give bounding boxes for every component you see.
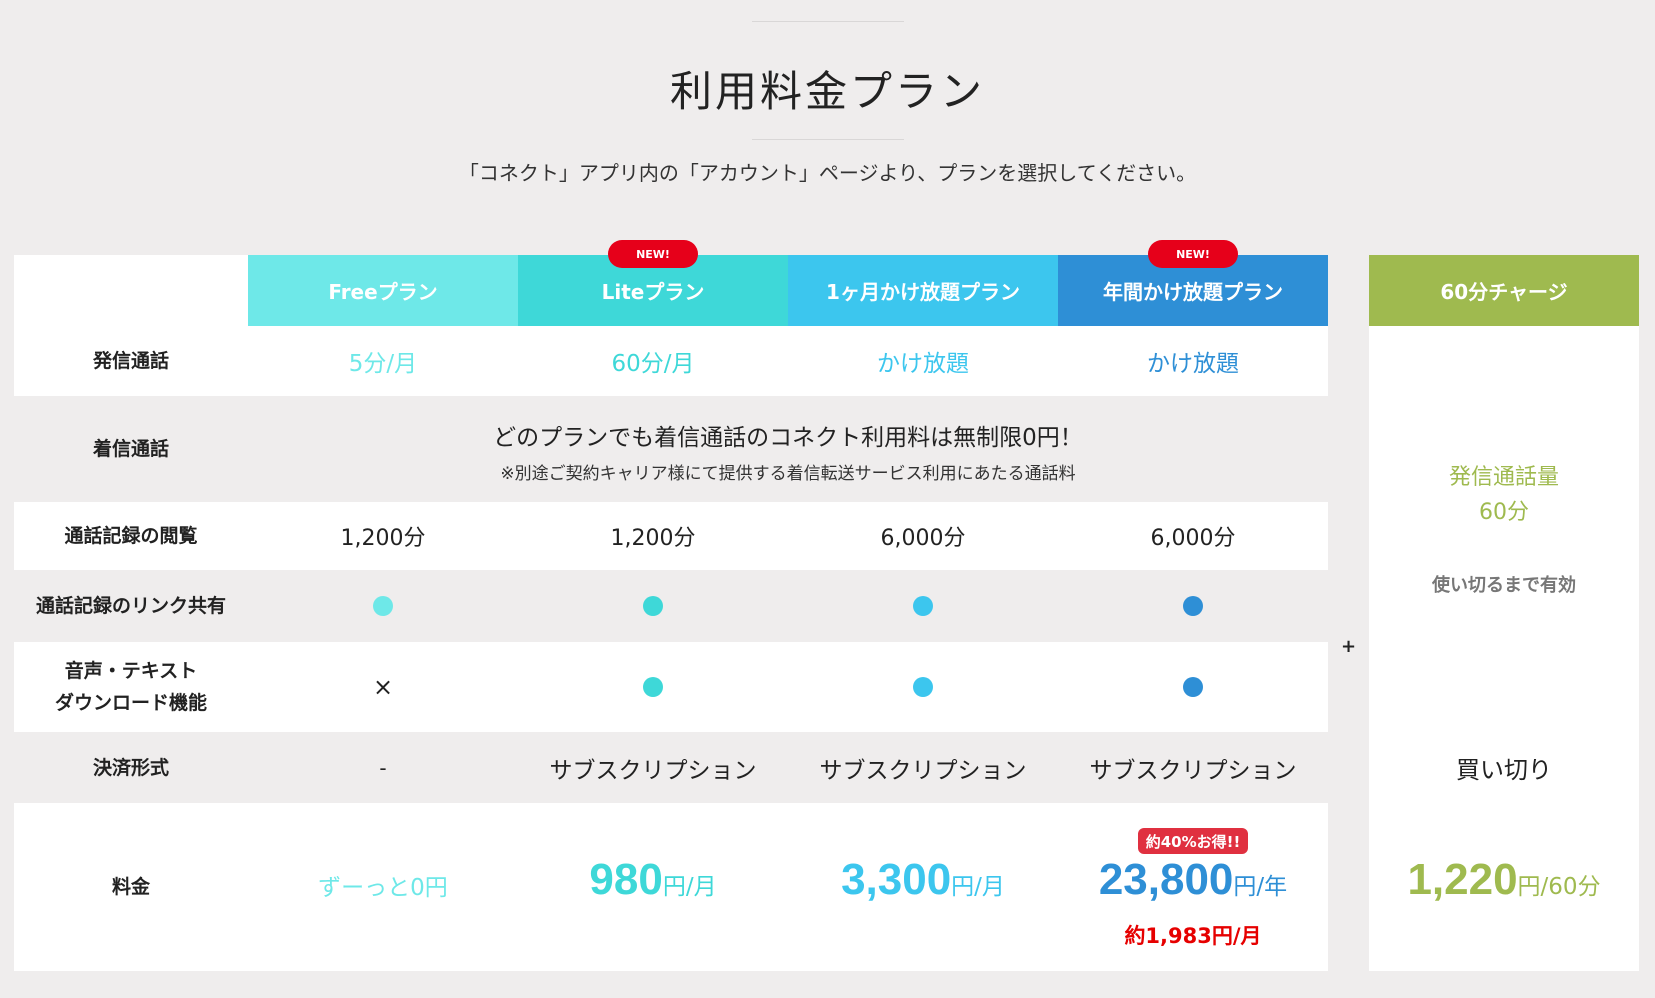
charge-validity: 使い切るまで有効: [1432, 575, 1576, 596]
charge-price: 1,220 円/60分: [1369, 855, 1639, 915]
price-monthly-amount: 3,300: [841, 855, 952, 904]
available-dot: [643, 596, 663, 616]
history-monthly: 6,000分: [880, 526, 966, 551]
row-label-payment: 決済形式: [92, 756, 169, 779]
download-annual: [1058, 642, 1328, 732]
plan-name-lite: Liteプラン: [601, 280, 705, 304]
price-annual: 23,800 円/年: [1058, 855, 1328, 915]
row-label-incoming: 着信通話: [92, 438, 169, 460]
price-annual-unit: 円/年: [1233, 874, 1288, 900]
plan-header-monthly: 1ヶ月かけ放題プラン: [788, 255, 1058, 326]
incoming-note: ※別途ご契約キャリア様にて提供する着信転送サービス利用にあたる通話料: [500, 464, 1076, 484]
title-bottom-rule: [752, 139, 904, 140]
available-dot: [373, 596, 393, 616]
price-monthly: 3,300 円/月: [788, 855, 1058, 915]
available-dot: [1183, 677, 1203, 697]
new-badge-annual: NEW!: [1148, 240, 1238, 268]
charge-volume-value: 60分: [1479, 500, 1529, 525]
row-bg-history: [14, 502, 1328, 570]
charge-price-unit: 円/60分: [1517, 874, 1601, 900]
charge-payment: 買い切り: [1456, 755, 1552, 784]
link-share-monthly: [788, 570, 1058, 642]
outgoing-monthly: かけ放題: [877, 351, 969, 377]
row-label-price: 料金: [111, 876, 150, 898]
plan-name-monthly: 1ヶ月かけ放題プラン: [826, 280, 1020, 304]
payment-annual: サブスクリプション: [1089, 757, 1297, 784]
title-top-rule: [752, 21, 904, 22]
charge-volume-label: 発信通話量: [1448, 465, 1559, 490]
new-badge-lite: NEW!: [608, 240, 698, 268]
row-label-download: 音声・テキスト ダウンロード機能: [14, 642, 248, 732]
price-monthly-unit: 円/月: [951, 874, 1005, 900]
history-lite: 1,200分: [610, 526, 696, 551]
history-free: 1,200分: [340, 526, 426, 551]
link-share-lite: [518, 570, 788, 642]
outgoing-free: 5分/月: [348, 351, 418, 377]
plan-name-annual: 年間かけ放題プラン: [1103, 280, 1283, 304]
row-label-link-share: 通話記録のリンク共有: [35, 595, 226, 617]
plan-header-free: Freeプラン: [248, 255, 518, 326]
incoming-main: どのプランでも着信通話のコネクト利用料は無制限0円！: [493, 425, 1083, 451]
price-annual-amount: 23,800: [1098, 855, 1234, 904]
outgoing-lite: 60分/月: [611, 351, 695, 377]
plan-header-annual: 年間かけ放題プラン: [1058, 255, 1328, 326]
available-dot: [913, 677, 933, 697]
download-lite: [518, 642, 788, 732]
charge-price-amount: 1,220: [1407, 855, 1518, 904]
payment-free: -: [379, 755, 387, 780]
available-dot: [1183, 596, 1203, 616]
link-share-annual: [1058, 570, 1328, 642]
price-free: ずーっと0円: [318, 875, 448, 901]
charge-volume: 発信通話量 60分: [1369, 455, 1639, 535]
history-annual: 6,000分: [1150, 526, 1236, 551]
row-label-outgoing: 発信通話: [92, 350, 169, 372]
download-monthly: [788, 642, 1058, 732]
download-label-line2: ダウンロード機能: [54, 692, 207, 714]
available-dot: [913, 596, 933, 616]
row-bg-price: [14, 803, 1328, 971]
plan-name-free: Freeプラン: [328, 280, 438, 304]
discount-badge: 約40%お得!!: [1138, 828, 1248, 854]
price-lite: 980 円/月: [518, 855, 788, 915]
price-lite-unit: 円/月: [662, 874, 717, 900]
row-label-history: 通話記録の閲覧: [64, 525, 198, 547]
plus-sign: +: [1341, 636, 1357, 657]
download-label-line1: 音声・テキスト: [64, 660, 198, 682]
outgoing-annual: かけ放題: [1147, 351, 1239, 377]
row-bg-outgoing: [14, 326, 1328, 396]
payment-lite: サブスクリプション: [549, 757, 757, 784]
plan-header-charge: 60分チャージ: [1369, 255, 1639, 326]
charge-column-bg: [1369, 255, 1639, 971]
page-subtitle: 「コネクト」アプリ内の「アカウント」ページより、プランを選択してください。: [458, 161, 1197, 185]
page-title: 利用料金プラン: [669, 67, 985, 116]
link-share-free: [248, 570, 518, 642]
available-dot: [643, 677, 663, 697]
plan-name-charge: 60分チャージ: [1440, 280, 1568, 304]
price-lite-amount: 980: [589, 855, 663, 904]
payment-monthly: サブスクリプション: [819, 757, 1027, 784]
row-bg-header-label: [14, 255, 248, 326]
price-annual-per-month: 約1,983円/月: [1124, 924, 1262, 948]
row-bg-download: [14, 642, 1328, 732]
download-free: ×: [372, 673, 394, 701]
